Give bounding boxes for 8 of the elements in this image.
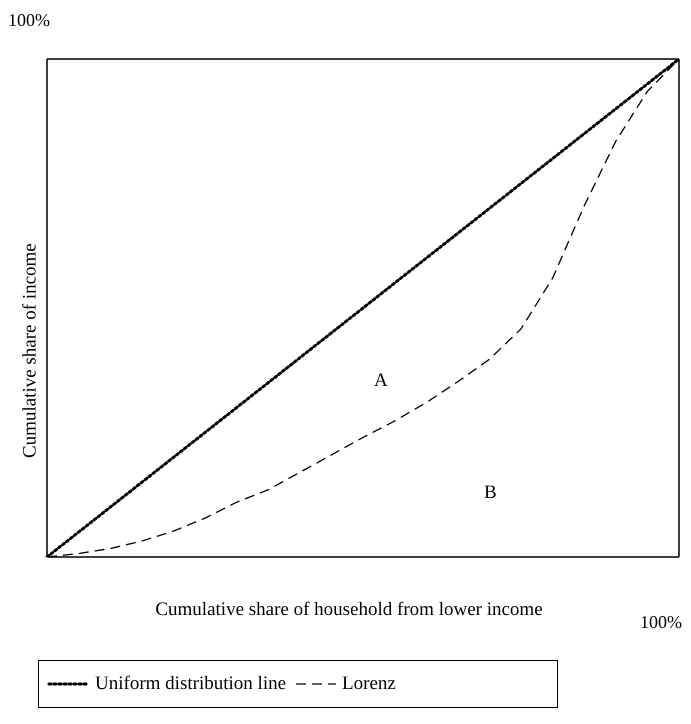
x-axis-title: Cumulative share of household from lower income bbox=[155, 599, 543, 620]
text: 100% bbox=[8, 10, 50, 31]
legend-label: Lorenz bbox=[342, 673, 396, 695]
annotation: A bbox=[374, 370, 388, 392]
legend-label: Uniform distribution line bbox=[95, 673, 286, 695]
annotation: B bbox=[484, 482, 497, 504]
text: 100% bbox=[640, 612, 682, 633]
y-axis-title: Cumulative share of income bbox=[20, 243, 41, 458]
